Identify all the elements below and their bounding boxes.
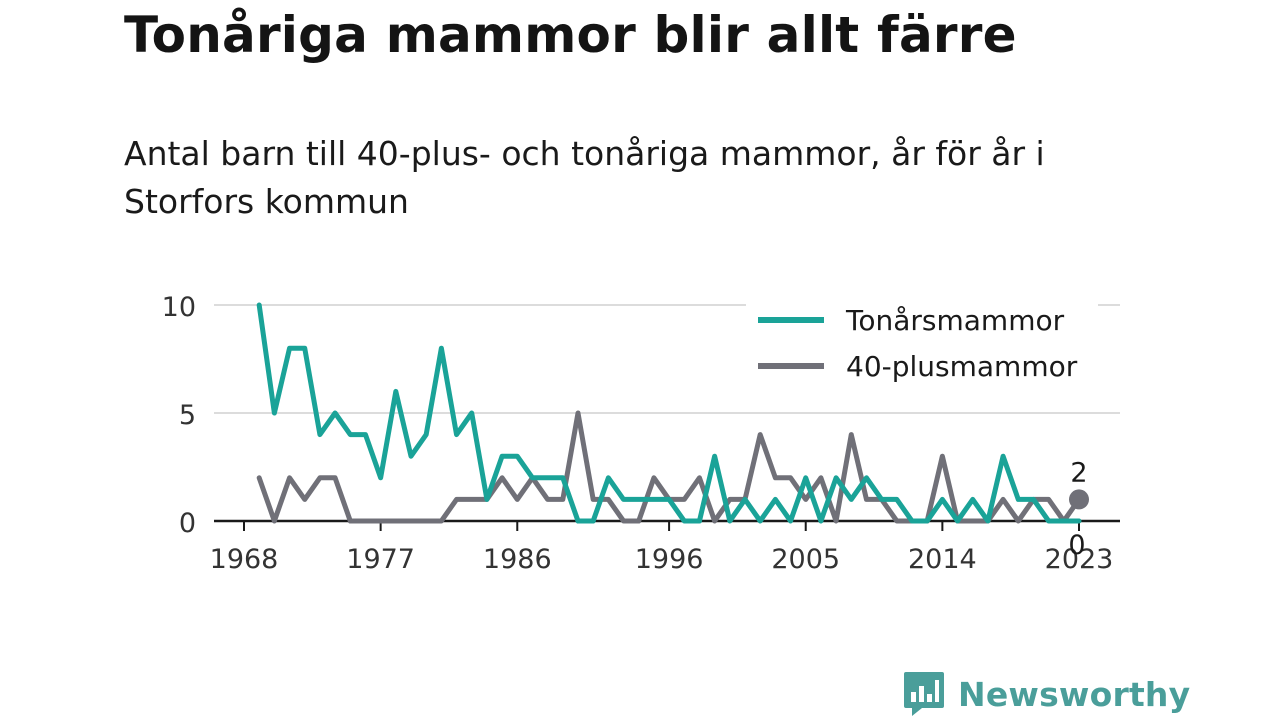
brand-name: Newsworthy (958, 674, 1191, 714)
chart-subtitle: Antal barn till 40-plus- och tonåriga ma… (124, 134, 1045, 221)
legend-label-40-plusmammor: 40-plusmammor (846, 350, 1078, 383)
x-tick-label-1996: 1996 (635, 544, 704, 575)
x-tick-label-2023: 2023 (1045, 544, 1114, 575)
x-tick-label-2014: 2014 (908, 544, 977, 575)
x-tick-label-2005: 2005 (771, 544, 840, 575)
series-line-tonarsmammor (256, 302, 1082, 524)
y-tick-label-0: 0 (179, 508, 196, 539)
end-point-40-plusmammor (1069, 489, 1089, 510)
y-tick-label-5: 5 (179, 400, 196, 431)
legend-label-tonarsmammor: Tonårsmammor (845, 304, 1065, 337)
end-label-40-plusmammor: 2 (1070, 457, 1087, 488)
x-tick-label-1968: 1968 (210, 544, 279, 575)
x-tick-label-1986: 1986 (483, 544, 552, 575)
newsworthy-logo: Newsworthy (902, 670, 1190, 718)
y-tick-label-10: 10 (162, 292, 196, 323)
legend-background (746, 296, 1098, 390)
x-tick-label-1977: 1977 (346, 544, 415, 575)
bar-chart-icon (904, 672, 944, 716)
chart-title: Tonåriga mammor blir allt färre (124, 6, 1017, 64)
end-label-tonarsmammor: 0 (1068, 530, 1085, 561)
